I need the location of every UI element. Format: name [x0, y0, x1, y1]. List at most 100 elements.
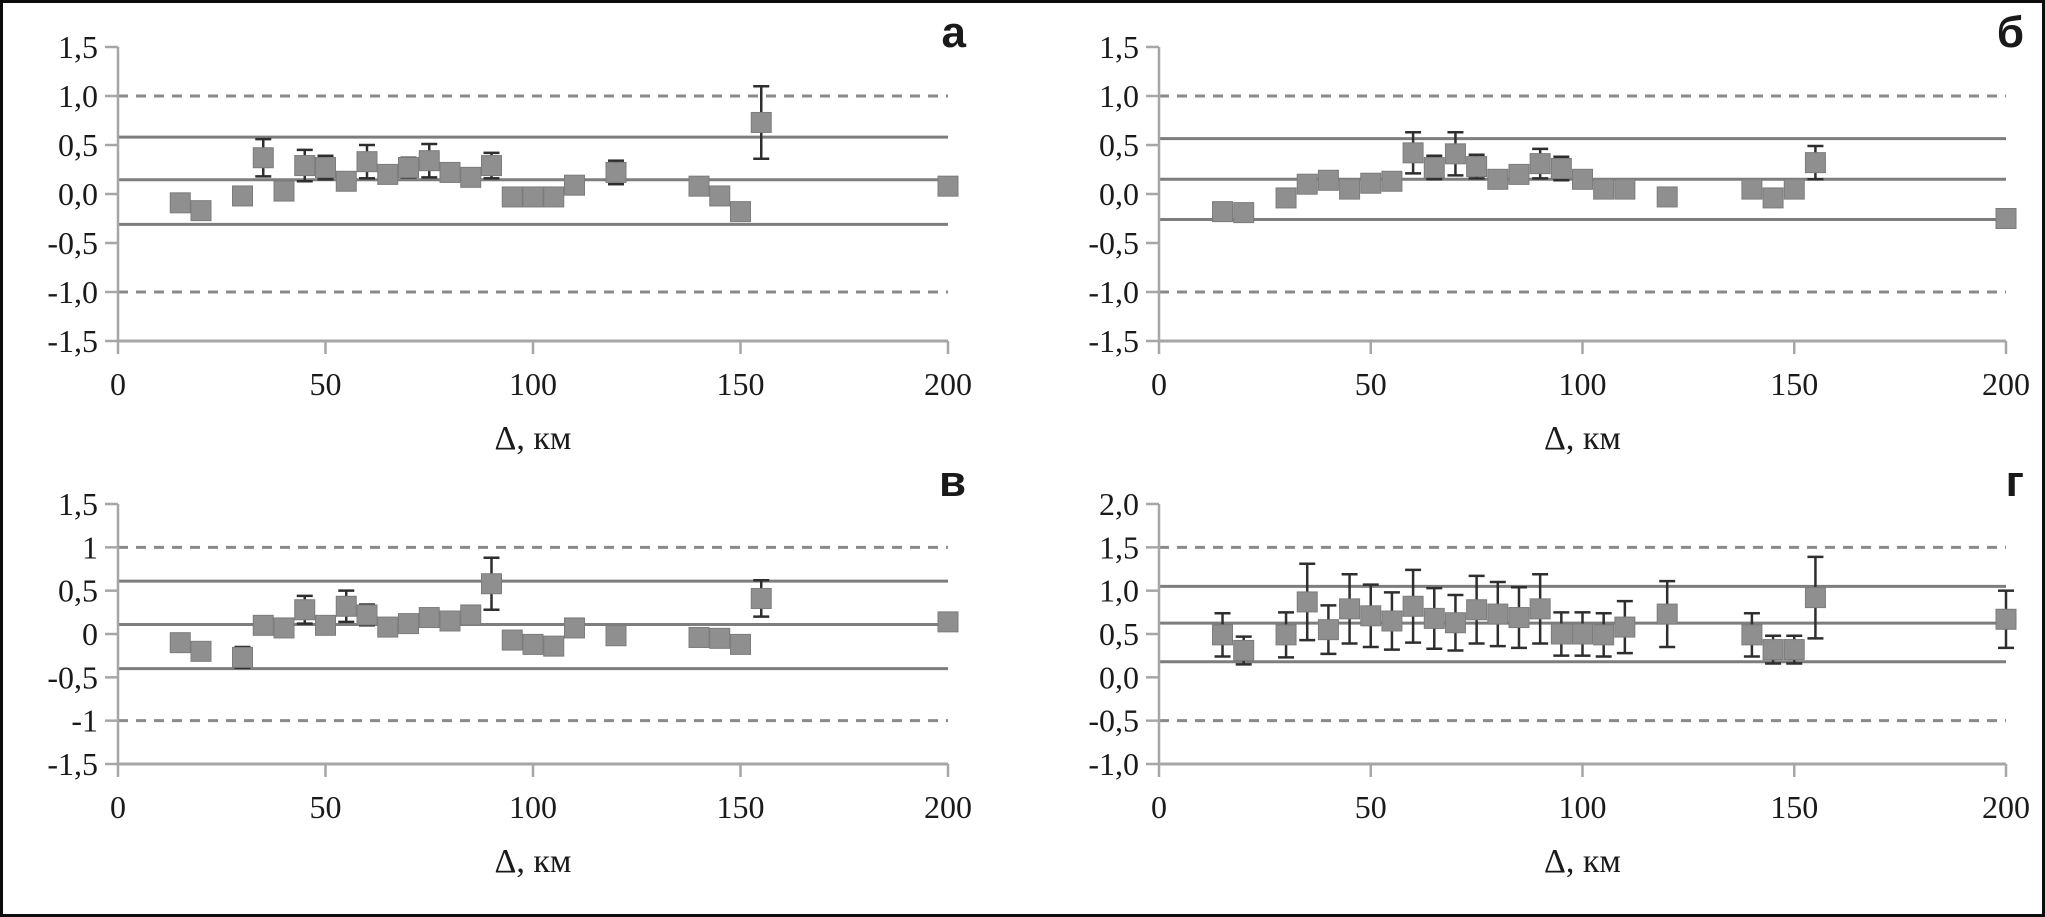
y-tick-label: 0,5	[58, 573, 98, 609]
data-point	[1275, 624, 1297, 646]
data-point	[1741, 624, 1763, 646]
y-tick-label: -1,5	[47, 323, 98, 359]
data-point	[937, 611, 959, 633]
data-point	[1804, 152, 1826, 174]
y-tick-label: -0,5	[47, 225, 98, 261]
data-point	[315, 614, 336, 636]
data-point	[481, 155, 502, 177]
data-point	[439, 161, 461, 183]
x-tick-label: 50	[310, 366, 342, 402]
x-tick-label: 200	[924, 366, 972, 402]
x-axis-title: Δ, км	[495, 420, 572, 457]
data-points	[1212, 587, 2017, 661]
dashed-reference-lines	[118, 94, 948, 294]
data-point	[1614, 178, 1636, 200]
x-axis-title: Δ, км	[1544, 843, 1621, 880]
dashed-reference-lines	[118, 545, 948, 723]
data-point	[1656, 186, 1678, 208]
data-point	[335, 595, 357, 617]
x-tick-label: 0	[1151, 366, 1167, 402]
data-point	[418, 607, 440, 629]
data-point	[522, 633, 544, 655]
scatter-plot-a: 1,5 1,0 0,5 0,0 -0,5 -1,0 -1,5 0 50 100 150 200 Δ, к…	[47, 8, 972, 457]
data-point	[460, 166, 482, 188]
y-tick-label: 0,0	[58, 176, 98, 212]
data-point	[377, 163, 399, 185]
data-point	[398, 613, 419, 635]
x-tick-labels: 0 50 100 150 200	[1151, 764, 2030, 825]
y-tick-label: -0,5	[47, 659, 98, 695]
data-point	[605, 161, 627, 183]
data-point	[335, 170, 357, 192]
solid-reference-lines	[118, 135, 948, 226]
data-point	[1593, 624, 1615, 646]
y-tick-label: 1,5	[1099, 529, 1139, 565]
panel-letter: в	[939, 458, 966, 506]
data-point	[1487, 603, 1509, 625]
data-point	[1593, 178, 1615, 200]
data-point	[709, 185, 731, 207]
y-tick-label: -1,0	[47, 274, 98, 310]
data-point	[1656, 603, 1678, 625]
y-tick-label: -1,5	[1088, 323, 1139, 359]
x-tick-label: 0	[1151, 789, 1167, 825]
x-tick-label: 50	[310, 789, 342, 825]
data-point	[398, 157, 419, 179]
data-point	[232, 646, 253, 668]
data-point	[1339, 178, 1361, 200]
data-point	[1995, 608, 2017, 630]
data-point	[1804, 587, 1826, 609]
data-point	[1762, 187, 1784, 209]
y-tick-label: -0,5	[1088, 225, 1139, 261]
data-point	[688, 175, 710, 197]
data-point	[709, 627, 731, 649]
data-point	[1402, 142, 1424, 164]
data-point	[190, 200, 212, 222]
x-axis-title: Δ, км	[1544, 420, 1621, 457]
y-tick-label: 0	[82, 616, 98, 652]
data-point	[937, 175, 959, 197]
x-tick-labels: 0 50 100 150 200	[1151, 341, 2030, 402]
x-tick-label: 100	[1559, 789, 1607, 825]
data-point	[1296, 591, 1318, 613]
x-tick-labels: 0 50 100 150 200	[110, 341, 972, 402]
panel-letter: б	[1997, 8, 2024, 57]
data-point	[501, 186, 523, 208]
data-point	[1783, 178, 1805, 200]
x-tick-labels: 0 50 100 150 200	[110, 764, 972, 825]
data-point	[252, 614, 274, 636]
x-tick-label: 100	[509, 366, 557, 402]
data-point	[1741, 178, 1763, 200]
x-tick-label: 0	[110, 366, 126, 402]
panel-g: 2,0 1,5 1,0 0,5 0,0 -0,5 -1,0 0 50 100 150 200 Δ, км…	[1022, 458, 2042, 914]
data-point	[1360, 172, 1382, 194]
data-point	[356, 604, 378, 626]
x-tick-label: 200	[1982, 789, 2030, 825]
y-tick-label: 1,0	[58, 78, 98, 114]
scatter-plot-b: 1,5 1,0 0,5 0,0 -0,5 -1,0 -1,5 0 50 100 150 200 Δ, к…	[1088, 8, 2030, 457]
scatter-plot-v: 1,5 1 0,5 0 -0,5 -1 -1,5 0 50 100 150 200 Δ, км в	[47, 458, 972, 880]
data-point	[169, 192, 191, 214]
x-tick-label: 0	[110, 789, 126, 825]
y-tick-label: 1,5	[1099, 29, 1139, 65]
data-point	[1466, 156, 1488, 178]
data-point	[315, 157, 336, 179]
data-point	[1339, 598, 1361, 620]
data-point	[688, 626, 710, 648]
y-tick-label: 1,5	[58, 29, 98, 65]
y-tick-label: -1,0	[1088, 746, 1139, 782]
data-point	[252, 147, 274, 169]
x-tick-label: 50	[1355, 366, 1387, 402]
data-point	[1212, 201, 1234, 223]
data-point	[1550, 623, 1572, 645]
y-tick-label: 1,0	[1099, 78, 1139, 114]
data-point	[294, 599, 316, 621]
data-point	[1317, 619, 1339, 641]
x-tick-label: 200	[924, 789, 972, 825]
data-point	[1529, 598, 1551, 620]
data-point	[1233, 202, 1255, 224]
y-tick-labels: 2,0 1,5 1,0 0,5 0,0 -0,5 -1,0	[1088, 486, 1159, 782]
data-point	[750, 587, 772, 609]
data-point	[1296, 173, 1318, 195]
y-tick-label: 0,5	[1099, 127, 1139, 163]
